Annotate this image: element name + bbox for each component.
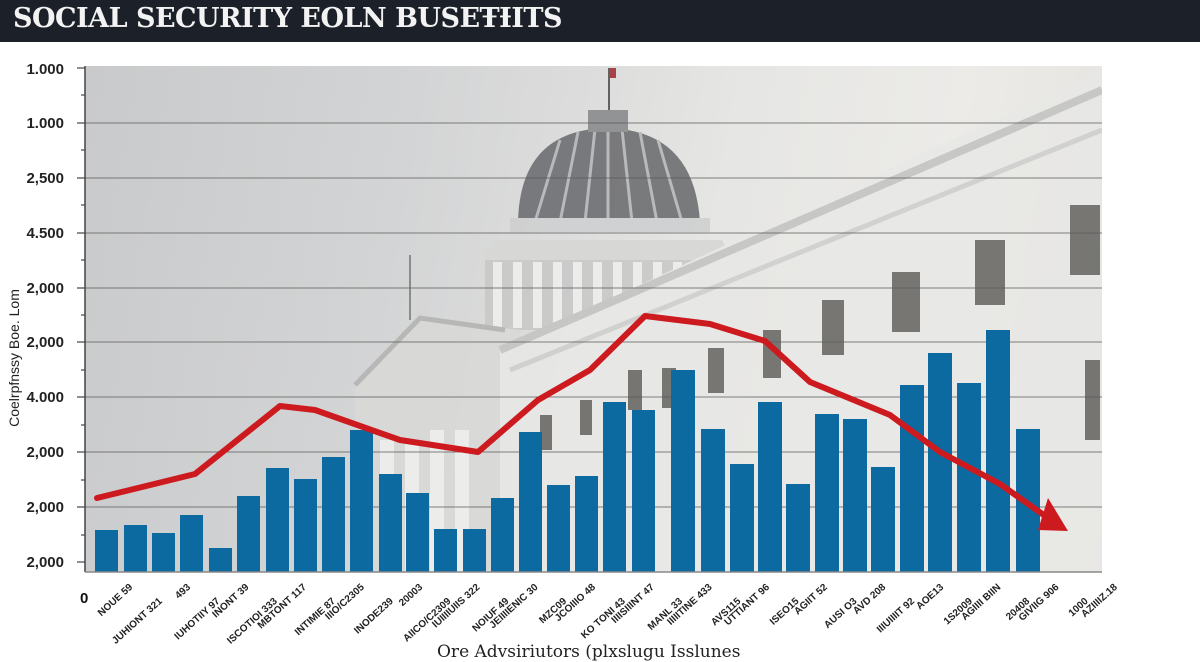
x-tick-label: AVD 208 [850, 582, 888, 617]
chart-title: SOCIAL SECURITY EOLN BUSEŦƗITS [13, 3, 562, 34]
bar [671, 370, 695, 572]
bar [730, 464, 754, 572]
bar [603, 402, 626, 572]
bar [152, 533, 175, 572]
bar [758, 402, 782, 572]
x-tick-label: NOUE 59 [96, 582, 136, 619]
x-origin-label: 0 [80, 590, 89, 607]
bar [491, 498, 514, 572]
x-axis-title: Ore Advsiriutors (plxslugu Isslunes [437, 642, 741, 662]
bar [322, 457, 345, 572]
y-tick-label: 2,000 [26, 444, 64, 461]
bar [294, 479, 317, 572]
bar [843, 419, 867, 572]
bar [237, 496, 260, 572]
bar [406, 493, 429, 572]
bar [266, 468, 289, 572]
bar [900, 385, 924, 572]
plot-area [85, 66, 1102, 572]
bar [180, 515, 203, 572]
bar [575, 476, 598, 572]
bar [434, 529, 457, 572]
bar [463, 529, 486, 572]
y-tick-label: 2,000 [26, 280, 64, 297]
bar [986, 330, 1010, 572]
trend-arrowhead [1038, 498, 1068, 531]
x-tick-label: INODE239 [352, 596, 396, 637]
y-tick-label: 2,000 [26, 334, 64, 351]
y-tick-label: 2,000 [26, 554, 64, 571]
bar [379, 474, 402, 572]
x-tick-label: AUSI O3 [821, 596, 859, 631]
x-tick-label: 493 [173, 582, 194, 602]
bar [815, 414, 839, 572]
y-tick-label: 2,500 [26, 170, 64, 187]
bar [547, 485, 570, 572]
title-bar: SOCIAL SECURITY EOLN BUSEŦƗITS [0, 0, 1200, 42]
bar [209, 548, 232, 572]
bar [957, 383, 981, 572]
bar [519, 432, 542, 572]
x-tick-label: IUHOTIIY 97 [172, 596, 223, 643]
bar [95, 530, 118, 572]
building-backdrop [85, 68, 1102, 572]
y-tick-label: 4.500 [26, 225, 64, 242]
bar [928, 353, 952, 572]
y-tick-label: 4.000 [26, 389, 64, 406]
bar [350, 430, 373, 572]
y-tick-label: 1.000 [26, 115, 64, 132]
bar-series [95, 330, 1040, 572]
bar [124, 525, 147, 572]
bar [786, 484, 810, 572]
bar [632, 410, 655, 572]
y-tick-label: 1.000 [26, 61, 64, 78]
y-axis-title: Coelrpfnssy Boe. Lom [6, 289, 22, 427]
bar [701, 429, 725, 572]
x-tick-label: IIIUIIIIT 92 [874, 596, 917, 636]
x-tick-label: 20003 [396, 582, 425, 609]
trend-line [94, 313, 1051, 521]
x-tick-label: AOE13 [913, 582, 946, 613]
y-tick-label: 2,000 [26, 499, 64, 516]
bar [871, 467, 895, 572]
